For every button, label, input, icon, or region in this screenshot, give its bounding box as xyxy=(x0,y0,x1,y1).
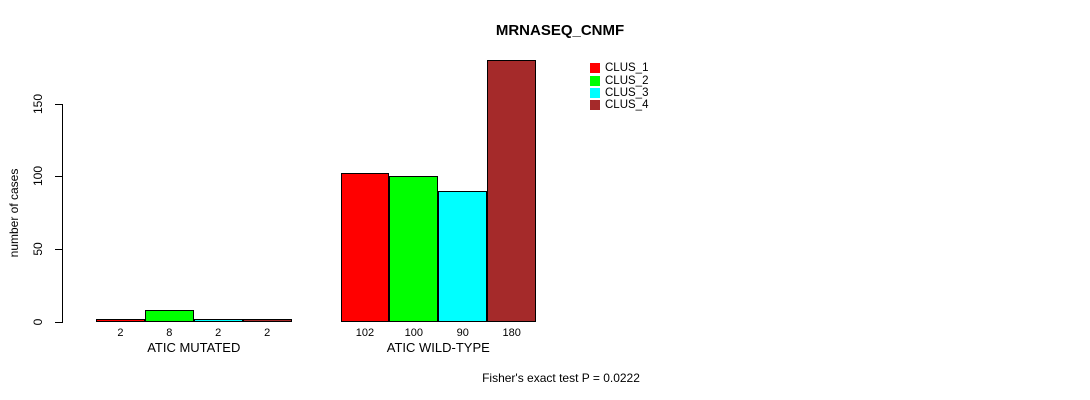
bar-clus_4-wild-type xyxy=(487,59,537,322)
chart-title: MRNASEQ_CNMF xyxy=(495,22,625,39)
bar-value-label: 2 xyxy=(117,327,124,339)
y-axis-tick xyxy=(55,249,62,251)
legend-swatch-icon xyxy=(590,75,600,86)
y-axis-tick-label: 150 xyxy=(31,93,45,114)
bar-value-label: 90 xyxy=(456,327,469,339)
legend-label: CLUS_4 xyxy=(605,99,649,112)
legend-item-clus_2: CLUS_2 xyxy=(590,74,649,87)
y-axis-title: number of cases xyxy=(7,168,21,258)
bar-clus_4-mutated xyxy=(242,319,292,322)
bar-clus_2-mutated xyxy=(144,310,194,322)
bar-value-label: 100 xyxy=(404,327,424,339)
x-group-label-wild-type: ATIC WILD-TYPE xyxy=(386,340,490,355)
legend-swatch-icon xyxy=(590,63,600,74)
y-axis-tick xyxy=(55,322,62,323)
legend-item-clus_3: CLUS_3 xyxy=(590,87,648,99)
y-axis-tick-label: 50 xyxy=(31,242,45,256)
bar-clus_3-wild-type xyxy=(438,190,488,322)
bar-value-label: 2 xyxy=(264,327,271,339)
annotation-fishers-test: Fisher's exact test P = 0.0222 xyxy=(482,371,640,385)
legend-item-clus_1: CLUS_1 xyxy=(590,62,648,74)
legend-label: CLUS_3 xyxy=(605,86,649,99)
x-group-label-mutated: ATIC MUTATED xyxy=(147,340,241,355)
y-axis-tick-label: 0 xyxy=(31,318,45,326)
bar-value-label: 102 xyxy=(355,327,375,339)
bar-clus_3-mutated xyxy=(193,319,243,322)
bar-clus_2-wild-type xyxy=(389,176,439,322)
y-axis-tick xyxy=(55,176,62,178)
legend-swatch-icon xyxy=(590,100,600,111)
legend-label: CLUS_2 xyxy=(605,74,649,87)
legend-label: CLUS_1 xyxy=(605,62,649,75)
legend-swatch-icon xyxy=(590,87,600,98)
bar-value-label: 180 xyxy=(502,327,521,339)
bar-clus_1-wild-type xyxy=(340,173,390,322)
legend: CLUS_1 CLUS_2 CLUS_3 CLUS_4 xyxy=(590,62,648,112)
y-axis-tick-label: 100 xyxy=(31,166,45,187)
legend-item-clus_4: CLUS_4 xyxy=(590,99,648,111)
bar-value-label: 8 xyxy=(166,327,173,339)
y-axis-tick xyxy=(55,103,62,105)
y-axis-line xyxy=(62,103,63,323)
bar-value-label: 2 xyxy=(215,327,222,339)
bar-clus_1-mutated xyxy=(96,319,145,322)
